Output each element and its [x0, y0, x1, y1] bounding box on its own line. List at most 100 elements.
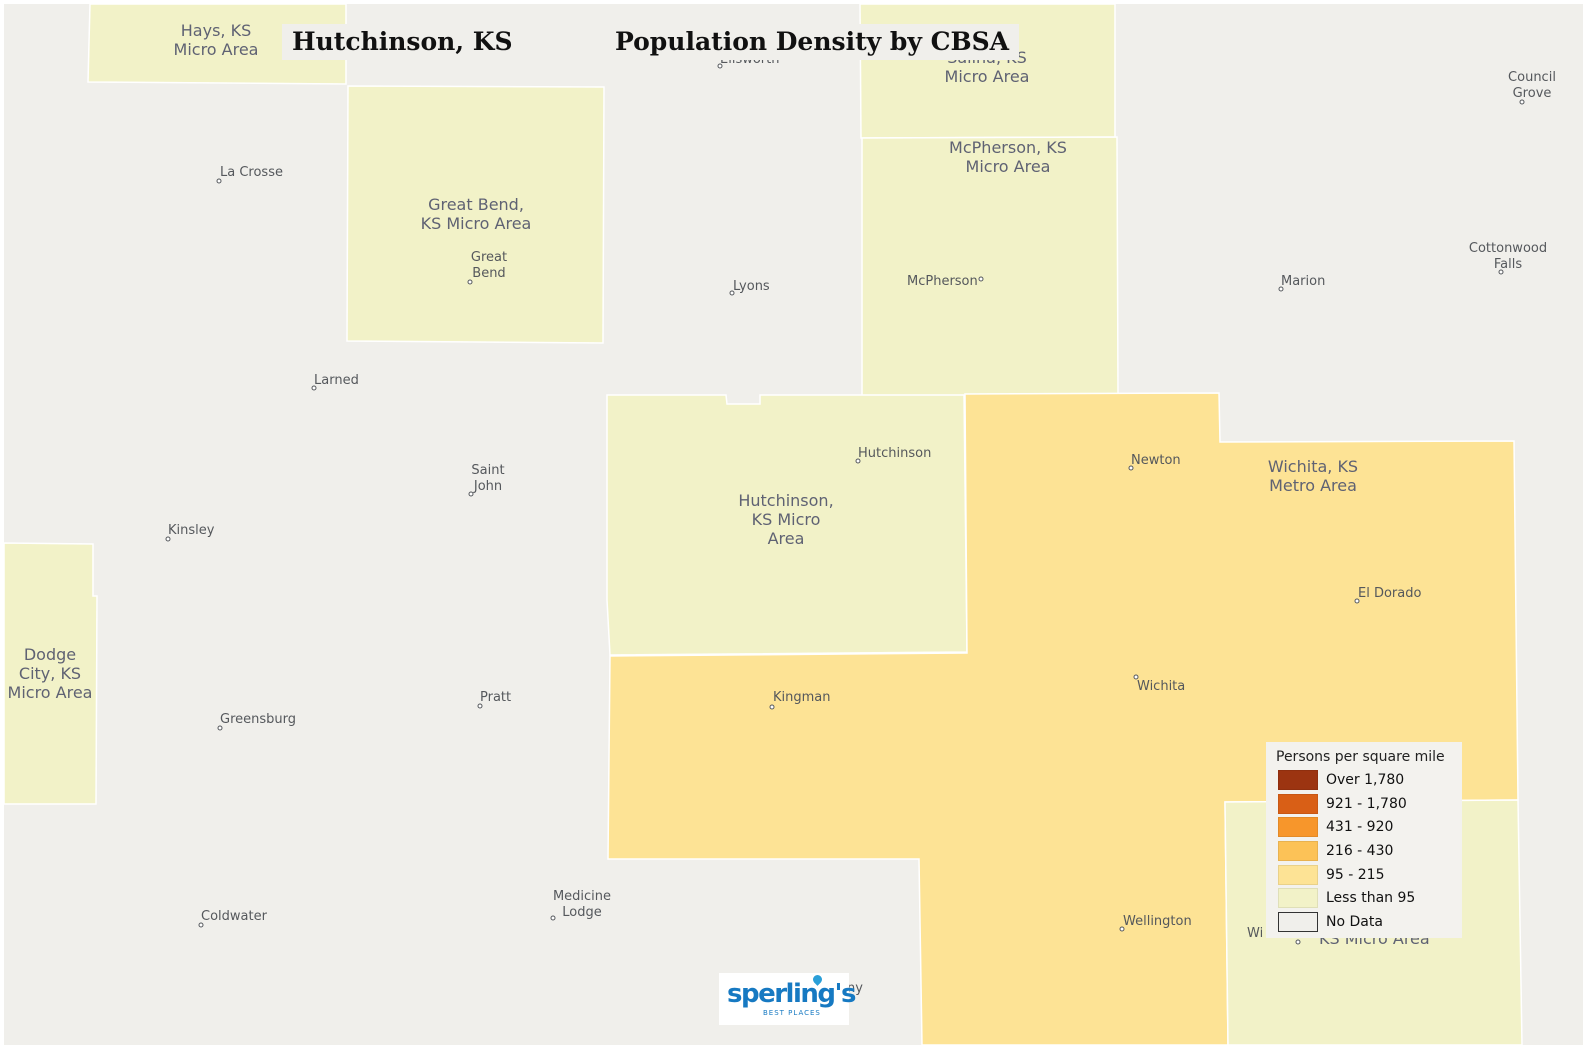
town-label-line: Wichita: [1137, 679, 1185, 694]
town-label: ny: [847, 981, 863, 996]
legend-item: Less than 95: [1278, 886, 1452, 910]
area-label-line: Micro Area: [8, 683, 93, 702]
legend-swatch: [1278, 817, 1318, 838]
town-label-line: Medicine: [553, 889, 611, 904]
town-marker-icon: [1354, 598, 1360, 604]
town-label-line: El Dorado: [1358, 586, 1421, 601]
town-marker-icon: [1519, 99, 1525, 105]
legend-label: Less than 95: [1326, 890, 1416, 907]
area-label-dodge-city: Dodge City, KS Micro Area: [8, 645, 93, 702]
town-label-line: Larned: [314, 373, 359, 388]
town-label: Marion: [1281, 274, 1325, 289]
legend-swatch: [1278, 888, 1318, 909]
area-label-line: Area: [768, 529, 805, 548]
town-great-bend-city: Great Bend: [467, 250, 507, 285]
legend-item: 431 - 920: [1278, 815, 1452, 839]
town-lyons: Lyons: [729, 279, 770, 296]
legend-swatch: [1278, 840, 1318, 861]
legend-item: 216 - 430: [1278, 839, 1452, 863]
town-winfield-partial: Wi: [1247, 926, 1301, 945]
town-coldwater: Coldwater: [198, 909, 268, 928]
area-label-line: Micro Area: [966, 157, 1051, 176]
legend-title: Persons per square mile: [1276, 749, 1445, 765]
area-label-line: Micro Area: [174, 40, 259, 59]
town-label: Lyons: [733, 279, 770, 294]
area-label-line: McPherson, KS: [949, 138, 1067, 157]
town-label: Coldwater: [201, 909, 268, 924]
town-marker-icon: [1498, 269, 1504, 275]
map-title-subject: Population Density by CBSA: [605, 24, 1020, 60]
legend-label: 431 - 920: [1326, 819, 1394, 836]
town-medicine-lodge: Medicine Lodge: [550, 889, 611, 921]
area-label-line: Wichita, KS: [1268, 457, 1358, 476]
legend-swatch: [1278, 793, 1318, 814]
town-label: Medicine Lodge: [553, 889, 611, 920]
town-marker-icon: [467, 279, 473, 285]
town-label: Great Bend: [471, 250, 507, 281]
town-saint-john: Saint John: [468, 463, 505, 497]
town-label: La Crosse: [220, 165, 283, 180]
town-label: Wichita: [1137, 679, 1185, 694]
legend-label: 95 - 215: [1326, 866, 1385, 883]
town-marker-icon: [198, 922, 204, 928]
town-label-line: Marion: [1281, 274, 1325, 289]
town-larned: Larned: [311, 373, 359, 391]
town-hutchinson-city: Hutchinson: [855, 446, 931, 464]
town-label-line: Pratt: [480, 690, 511, 705]
town-council-grove: Council Grove: [1508, 70, 1556, 105]
town-label-line: Greensburg: [220, 712, 296, 727]
town-label-line: Council: [1508, 70, 1556, 85]
town-mcpherson-city: McPherson: [907, 274, 984, 289]
town-label-line: Cottonwood: [1469, 241, 1547, 256]
town-label-line: Newton: [1131, 453, 1181, 468]
legend-swatch: [1278, 911, 1318, 932]
region-hutchinson: [606, 394, 968, 656]
area-label-line: City, KS: [19, 664, 81, 683]
town-label-line: Kinsley: [168, 523, 215, 538]
town-label: Saint John: [471, 463, 504, 494]
town-marion: Marion: [1278, 274, 1325, 292]
legend-label: 921 - 1,780: [1326, 795, 1407, 812]
town-label: Cottonwood Falls: [1469, 241, 1547, 272]
town-kinsley: Kinsley: [165, 523, 215, 542]
legend: Persons per square mile Over 1,780 921 - …: [1266, 742, 1462, 938]
town-wichita-city: Wichita: [1133, 674, 1185, 694]
logo-wordmark: sperling's: [727, 979, 856, 1009]
town-label: Wi: [1247, 926, 1263, 941]
town-la-crosse: La Crosse: [216, 165, 283, 184]
town-label-line: Lodge: [562, 905, 601, 920]
town-label-line: Falls: [1494, 257, 1522, 272]
town-el-dorado: El Dorado: [1354, 586, 1421, 604]
sperlings-logo: sperling's BEST PLACES: [719, 973, 856, 1025]
region-great-bend: [346, 85, 605, 344]
town-marker-icon: [468, 491, 474, 497]
town-marker-icon: [769, 704, 775, 710]
town-marker-icon: [855, 458, 861, 464]
legend-item: 95 - 215: [1278, 863, 1452, 887]
area-label-line: Dodge: [24, 645, 76, 664]
town-marker-icon: [729, 290, 735, 296]
town-label: Council Grove: [1508, 70, 1556, 101]
legend-item: Over 1,780: [1278, 768, 1452, 792]
town-label: Kinsley: [168, 523, 215, 538]
area-label-hutchinson: Hutchinson, KS Micro Area: [738, 491, 833, 548]
area-label-line: Great Bend,: [428, 195, 524, 214]
town-marker-icon: [1128, 465, 1134, 471]
town-marker-icon: [217, 725, 223, 731]
town-label-line: Kingman: [773, 690, 831, 705]
town-marker-icon: [1295, 939, 1301, 945]
area-label-line: Hutchinson,: [738, 491, 833, 510]
town-label-line: La Crosse: [220, 165, 283, 180]
town-label-line: Great: [471, 250, 507, 265]
town-label: Newton: [1131, 453, 1181, 468]
town-label-line: McPherson: [907, 274, 978, 289]
town-label-line: Hutchinson: [858, 446, 931, 461]
town-marker-icon: [311, 385, 317, 391]
legend-item: No Data: [1278, 910, 1452, 934]
town-marker-icon: [550, 915, 556, 921]
area-label-great-bend: Great Bend, KS Micro Area: [421, 195, 532, 233]
town-marker-icon: [165, 536, 171, 542]
legend-label: No Data: [1326, 913, 1383, 930]
town-label: Greensburg: [220, 712, 296, 727]
